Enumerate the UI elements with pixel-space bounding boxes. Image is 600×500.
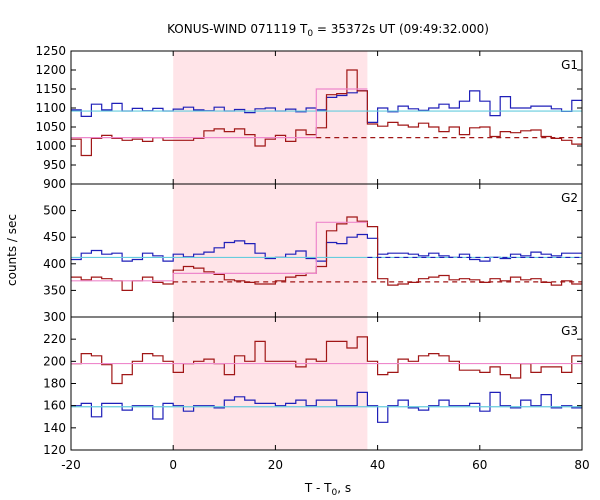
panel-g2-ytick-label: 400 [43,257,66,271]
panel-g1-ytick-label: 900 [43,177,66,191]
panel-g1-ytick-label: 1200 [35,63,66,77]
panel-g1-ytick-label: 1150 [35,82,66,96]
panel-g3-ytick-label: 200 [43,354,66,368]
panel-g1-ytick-label: 1000 [35,139,66,153]
panel-g2-ytick-label: 350 [43,283,66,297]
frame-layer [70,50,583,451]
panel-g1-ytick-label: 950 [43,158,66,172]
panel-g2-series-blue-0 [71,233,582,262]
panel-g2-ytick-label: 450 [43,230,66,244]
panel-g1-series-blue-0 [71,90,582,123]
panel-g2-label: G2 [561,191,578,205]
panel-g3-ytick-label: 160 [43,399,66,413]
panel-g1-ytick-label: 1050 [35,120,66,134]
xtick-label: 60 [472,458,487,472]
x-axis-label: T - T0, s [304,481,351,498]
text-layer: KONUS-WIND 071119 T0 = 35372s UT (09:49:… [5,22,590,498]
xtick-label: 40 [370,458,385,472]
panel-g2-model-steps [71,221,368,282]
xtick-label: 0 [169,458,177,472]
panel-g2-series-red-1 [71,216,582,291]
panel-g3-series-blue-0 [71,391,582,423]
xtick-label: -20 [61,458,81,472]
panel-g1-ytick-label: 1100 [35,101,66,115]
panel-g1-ytick-label: 1250 [35,44,66,58]
highlight-band [173,51,368,450]
xtick-label: 80 [574,458,589,472]
panel-g2-ytick-label: 500 [43,204,66,218]
panel-g1-label: G1 [561,58,578,72]
panel-g3-series-red-1 [71,336,582,385]
chart-title: KONUS-WIND 071119 T0 = 35372s UT (09:49:… [167,22,489,39]
panel-g3-ytick-label: 180 [43,377,66,391]
highlight-layer [173,51,368,450]
panel-g2-ytick-label: 300 [43,310,66,324]
panel-g3-ytick-label: 220 [43,332,66,346]
panel-g3-ytick-label: 140 [43,421,66,435]
panel-g3-ytick-label: 120 [43,443,66,457]
panel-g3-label: G3 [561,324,578,338]
series-layer [71,69,582,423]
y-axis-label: counts / sec [5,214,19,286]
xtick-label: 20 [268,458,283,472]
